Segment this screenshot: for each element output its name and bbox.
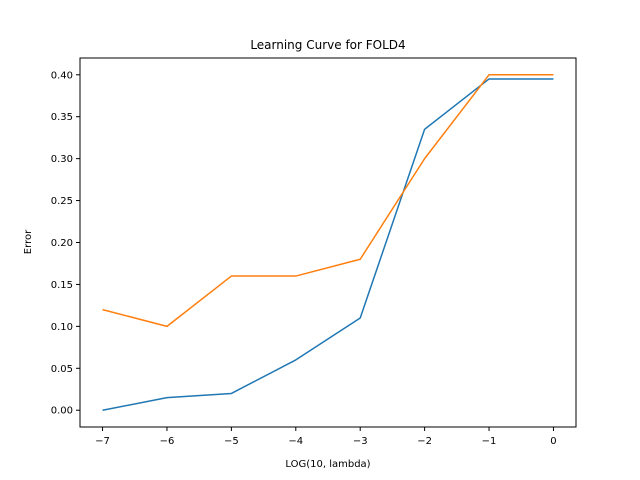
x-tick-label: −1: [482, 436, 497, 447]
y-tick-label: 0.10: [51, 322, 73, 333]
y-tick-label: 0.30: [51, 154, 73, 165]
x-tick-label: −5: [224, 436, 239, 447]
x-tick-label: −3: [353, 436, 368, 447]
x-tick-label: −7: [95, 436, 110, 447]
plot-frame: [79, 57, 577, 428]
x-axis-label: LOG(10, lambda): [285, 459, 370, 470]
y-tick-label: 0.20: [51, 238, 73, 249]
y-tick-label: 0.05: [51, 364, 73, 375]
x-axis: −7 −6 −5 −4 −3 −2 −1 0: [95, 427, 557, 447]
x-tick-label: 0: [550, 436, 556, 447]
x-tick-label: −2: [417, 436, 432, 447]
series-line-2: [102, 74, 554, 328]
y-tick-label: 0.15: [51, 280, 73, 291]
y-tick-label: 0.40: [51, 70, 73, 81]
y-axis-label: Error: [23, 229, 34, 254]
y-tick-label: 0.35: [51, 112, 73, 123]
y-tick-label: 0.25: [51, 196, 73, 207]
x-tick-label: −4: [288, 436, 303, 447]
series-line-1: [102, 78, 554, 411]
x-tick-label: −6: [160, 436, 175, 447]
plot-area: [102, 74, 554, 411]
y-axis: 0.00 0.05 0.10 0.15 0.20 0.25 0.30 0.35 0.40: [51, 70, 80, 417]
y-tick-label: 0.00: [51, 406, 73, 417]
chart-title: Learning Curve for FOLD4: [250, 38, 405, 52]
